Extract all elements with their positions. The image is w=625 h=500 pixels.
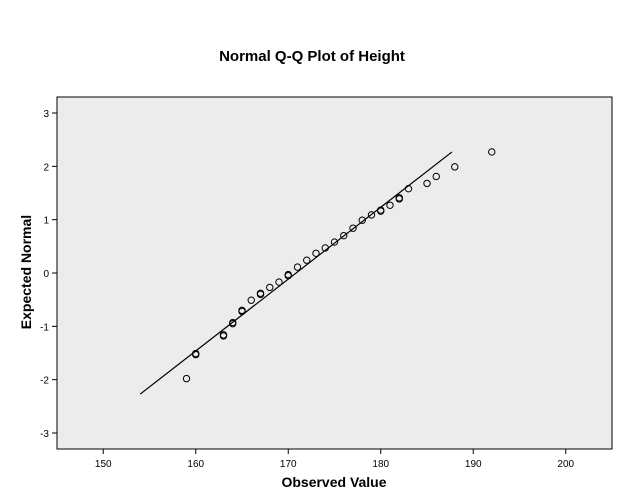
- x-tick-label: 170: [280, 459, 297, 470]
- data-point: [432, 172, 440, 181]
- y-tick-label: -3: [40, 429, 49, 440]
- y-tick-label: -2: [40, 376, 49, 387]
- data-point: [247, 296, 255, 304]
- data-point: [238, 307, 246, 316]
- data-point: [312, 249, 320, 257]
- data-point: [229, 319, 237, 328]
- x-axis-title: Observed Value: [281, 474, 386, 490]
- data-point: [266, 283, 274, 292]
- data-point: [219, 332, 228, 340]
- data-point: [395, 194, 403, 202]
- y-tick-label: 3: [43, 109, 49, 120]
- chart-title: Normal Q-Q Plot of Height: [219, 48, 405, 65]
- data-point: [284, 270, 292, 279]
- x-tick-label: 160: [187, 459, 204, 470]
- data-point: [404, 185, 413, 193]
- data-point: [340, 231, 348, 240]
- x-tick-label: 150: [95, 459, 112, 470]
- data-point: [367, 211, 376, 219]
- data-point: [451, 163, 459, 171]
- plot-area: 150 160 170 180 190 200 -3 -2 -1 0 1 2 3: [40, 96, 613, 470]
- data-point: [321, 244, 329, 252]
- y-tick-label: -1: [40, 322, 49, 333]
- data-point: [423, 179, 431, 188]
- y-tick-label: 1: [43, 216, 49, 227]
- data-point: [358, 216, 366, 224]
- x-tick-label: 180: [372, 459, 389, 470]
- data-point: [330, 238, 339, 246]
- data-point: [182, 374, 191, 383]
- plot-background: [56, 96, 613, 450]
- data-point: [256, 290, 265, 299]
- y-tick-label: 0: [43, 269, 49, 280]
- data-point: [488, 148, 496, 156]
- data-point: [293, 263, 302, 271]
- x-tick-label: 190: [465, 459, 482, 470]
- y-tick-label: 2: [43, 162, 49, 173]
- data-point: [192, 350, 200, 359]
- x-tick-label: 200: [557, 459, 574, 470]
- data-point: [377, 206, 385, 214]
- data-point: [275, 278, 283, 286]
- data-point: [303, 256, 311, 264]
- y-axis-title: Expected Normal: [18, 215, 34, 329]
- data-point: [386, 201, 394, 209]
- data-point: [349, 224, 357, 232]
